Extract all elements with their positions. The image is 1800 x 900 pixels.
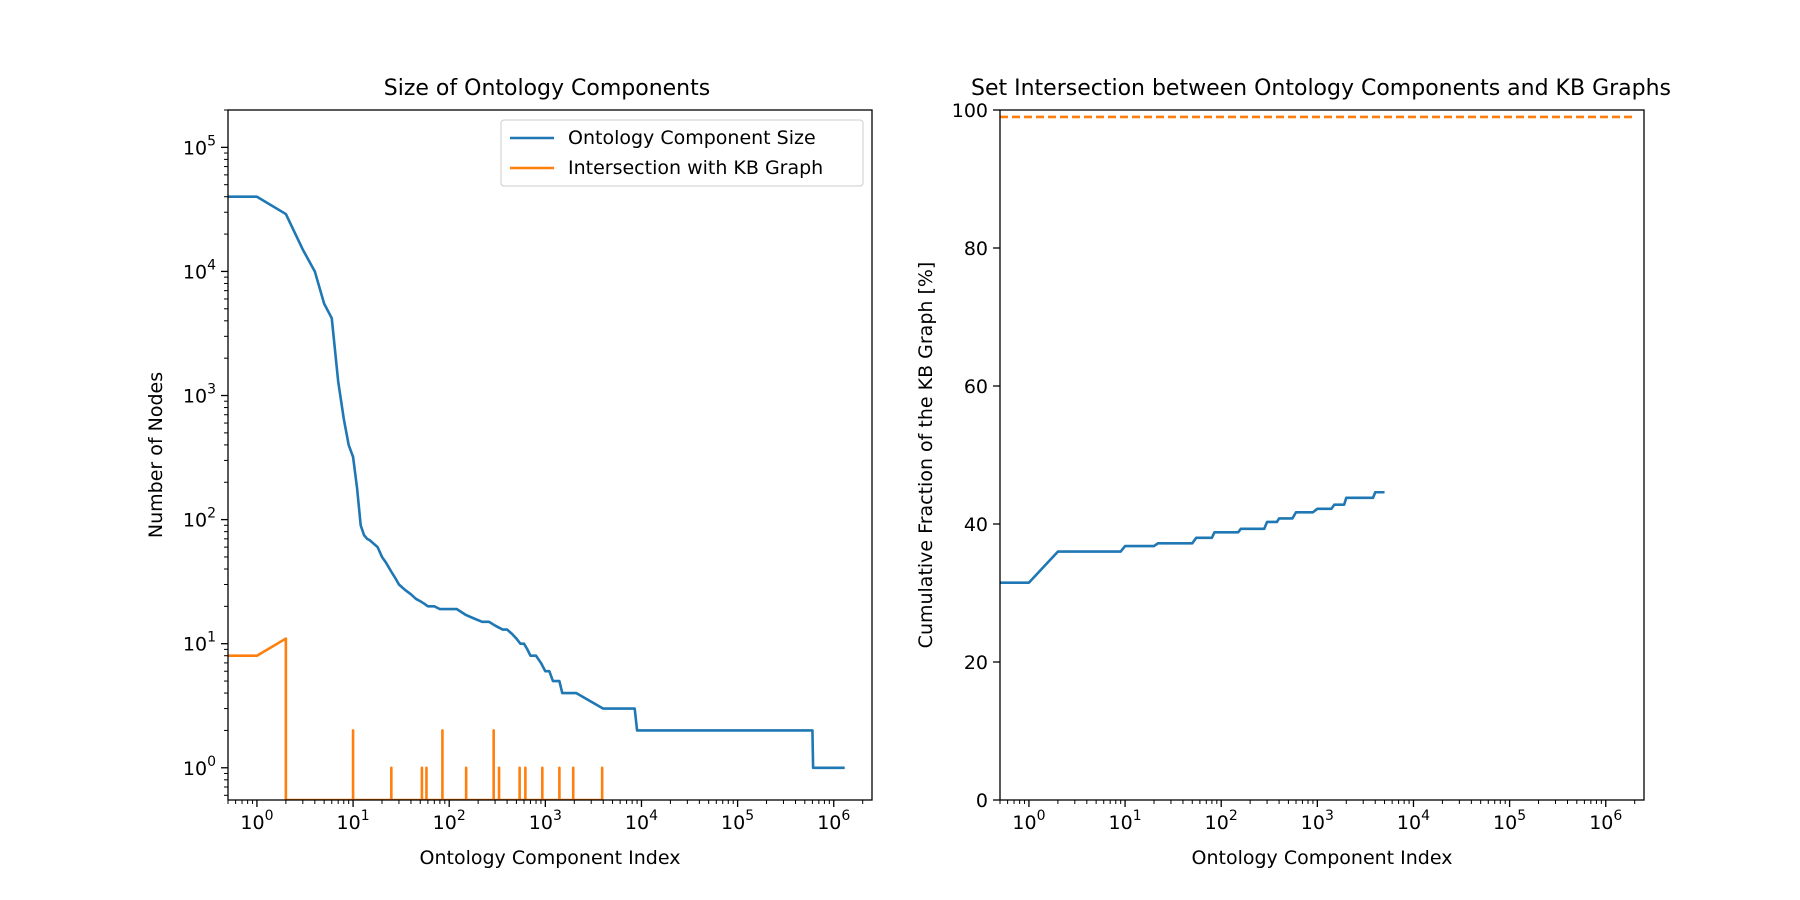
y-axis-label: Cumulative Fraction of the KB Graph [%] (915, 262, 937, 649)
x-tick-label: 102 (433, 808, 466, 834)
y-tick-label: 100 (952, 100, 988, 122)
series-line-0-1 (228, 637, 604, 800)
x-axis-ticks: 100 101 102 103 104 105 106 (227, 800, 864, 834)
legend-label-component-size: Ontology Component Size (568, 127, 816, 149)
y-tick-label: 80 (964, 238, 988, 260)
y-tick-label: 100 (183, 754, 216, 780)
x-axis-ticks: 100 101 102 103 104 105 106 (999, 800, 1636, 834)
x-axis-label: Ontology Component Index (1192, 847, 1453, 869)
x-tick-label: 100 (240, 808, 273, 834)
y-axis-label: Number of Nodes (145, 372, 167, 538)
y-tick-label: 105 (183, 133, 216, 159)
x-tick-label: 101 (1109, 808, 1142, 834)
x-tick-label: 100 (1012, 808, 1045, 834)
y-axis-ticks: 100 101 102 103 104 105 (183, 109, 228, 796)
series-layer (228, 195, 845, 800)
series-layer (1000, 115, 1635, 584)
x-tick-label: 101 (337, 808, 370, 834)
legend: Ontology Component Size Intersection wit… (500, 119, 864, 187)
series-line-0-0 (228, 195, 845, 770)
chart-ontology-component-size: Size of Ontology Components 100 101 102 103… (145, 76, 873, 869)
y-axis-ticks: 0 20 40 60 80 100 (952, 100, 1000, 812)
plot-frame (999, 109, 1645, 801)
plot-frame (227, 109, 873, 801)
x-axis-label: Ontology Component Index (420, 847, 681, 869)
x-tick-label: 103 (1301, 808, 1334, 834)
y-tick-label: 104 (183, 257, 216, 283)
x-tick-label: 105 (1493, 808, 1526, 834)
x-tick-label: 104 (625, 808, 658, 834)
x-tick-label: 102 (1205, 808, 1238, 834)
x-tick-label: 103 (529, 808, 562, 834)
y-tick-label: 101 (183, 630, 216, 656)
x-tick-label: 106 (1589, 808, 1622, 834)
y-tick-label: 103 (183, 382, 216, 408)
y-tick-label: 60 (964, 376, 988, 398)
legend-label-intersection: Intersection with KB Graph (568, 157, 823, 179)
chart-title: Size of Ontology Components (384, 76, 710, 101)
y-tick-label: 40 (964, 514, 988, 536)
chart-title: Set Intersection between Ontology Compon… (971, 76, 1671, 101)
legend-box (500, 119, 864, 187)
x-tick-label: 104 (1397, 808, 1430, 834)
x-tick-label: 106 (817, 808, 850, 834)
y-tick-label: 102 (183, 506, 216, 532)
series-line-1-0 (1000, 490, 1385, 584)
chart-set-intersection: Set Intersection between Ontology Compon… (915, 76, 1671, 869)
y-tick-label: 20 (964, 652, 988, 674)
y-tick-label: 0 (976, 790, 988, 812)
x-tick-label: 105 (721, 808, 754, 834)
